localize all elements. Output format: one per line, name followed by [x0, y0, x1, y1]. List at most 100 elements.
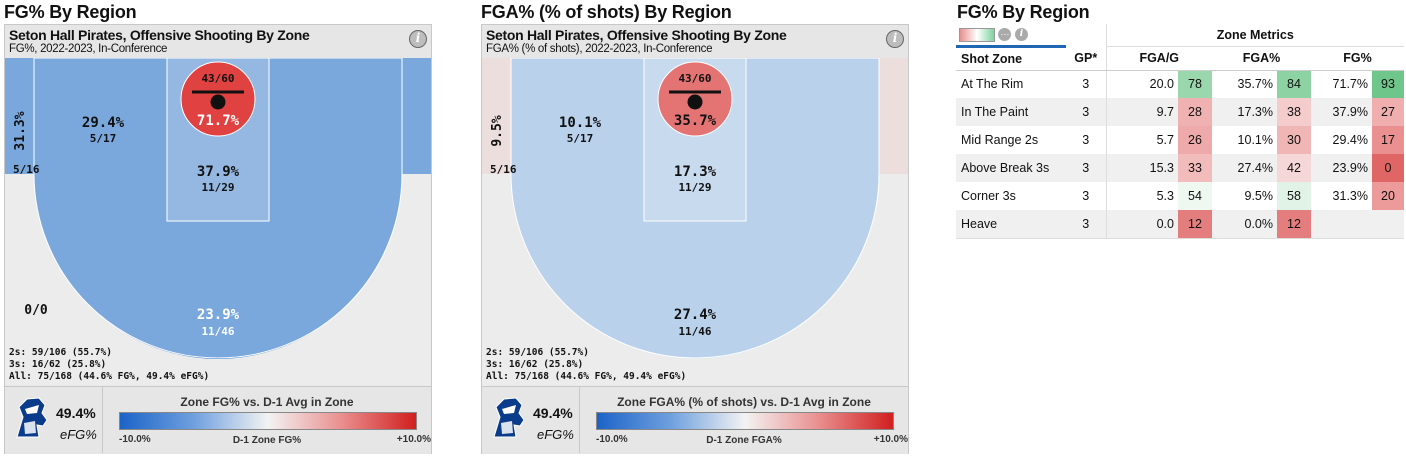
fg-pct-percentile: 17 [1372, 126, 1404, 154]
col-header-shot-zone[interactable]: Shot Zone [956, 44, 1066, 71]
summary-3s: 3s: 16/62 (25.8%) [9, 359, 106, 370]
fg-pct-percentile: 20 [1372, 182, 1404, 210]
fga-pct-percentile: 84 [1277, 70, 1311, 98]
summary-2s: 2s: 59/106 (55.7%) [486, 347, 589, 358]
gp-cell: 3 [1066, 182, 1106, 210]
col-header-gp[interactable]: GP* [1066, 46, 1106, 71]
paint-value: 17.3% [674, 164, 717, 180]
fga-g-percentile: 26 [1178, 126, 1212, 154]
above-break-3-value: 27.4% [674, 307, 717, 323]
panel-title: Seton Hall Pirates, Offensive Shooting B… [9, 27, 310, 43]
fga-pct-cell: 0.0% [1212, 210, 1277, 239]
panel-footer: 49.4% eFG% Zone FGA% (% of shots) vs. D-… [482, 386, 908, 454]
shot-zone-cell: Heave [956, 210, 1066, 239]
fga-g-percentile: 28 [1178, 98, 1212, 126]
table-controls: ⋯ i [956, 24, 1066, 46]
legend-max-label: +10.0% [873, 434, 908, 445]
info-icon[interactable]: i [886, 30, 904, 48]
fga-g-cell: 15.3 [1105, 154, 1178, 182]
fga-g-cell: 5.3 [1105, 182, 1178, 210]
corner-3-made-att: 5/16 [13, 163, 40, 176]
paint-made-att: 11/29 [678, 181, 711, 194]
paint-made-att: 11/29 [201, 181, 234, 194]
fga-pct-percentile: 38 [1277, 98, 1311, 126]
shot-zone-cell: Corner 3s [956, 182, 1066, 210]
fga-pct-cell: 9.5% [1212, 182, 1277, 210]
col-header-fg-pct[interactable]: FG% [1311, 46, 1404, 71]
gp-cell: 3 [1066, 98, 1106, 126]
color-scale-toggle-icon[interactable] [959, 27, 995, 42]
panel-header: Seton Hall Pirates, Offensive Shooting B… [482, 25, 908, 58]
more-options-icon[interactable]: ⋯ [998, 28, 1012, 42]
fga-pct-cell: 35.7% [1212, 70, 1277, 98]
above-break-3-made-att: 11/46 [678, 325, 711, 338]
fga-pct-percentile: 58 [1277, 182, 1311, 210]
summary-2s: 2s: 59/106 (55.7%) [9, 347, 112, 358]
rim-value: 35.7% [674, 113, 717, 129]
corner-3-right-zone [879, 58, 908, 174]
color-legend: Zone FGA% (% of shots) vs. D-1 Avg in Zo… [579, 387, 908, 453]
efg-label: eFG% [537, 427, 574, 442]
info-icon[interactable]: i [1014, 28, 1028, 42]
fga-g-cell: 20.0 [1105, 70, 1178, 98]
fga-pct-percentile: 12 [1277, 210, 1311, 239]
col-header-fga-g[interactable]: FGA/G [1105, 46, 1212, 71]
rim-made-att: 43/60 [678, 72, 711, 85]
rim-made-att: 43/60 [201, 72, 234, 85]
gp-cell: 3 [1066, 70, 1106, 98]
corner-3-right-zone [402, 58, 431, 174]
zone-metrics-header: Zone Metrics [1105, 24, 1404, 47]
shot-zone-cell: In The Paint [956, 98, 1066, 126]
panel-title: Seton Hall Pirates, Offensive Shooting B… [486, 27, 787, 43]
color-legend: Zone FG% vs. D-1 Avg in Zone -10.0% D-1 … [102, 387, 431, 453]
mid-range-value: 10.1% [559, 115, 602, 131]
corner-3-left-zone [5, 58, 34, 174]
legend-caption: D-1 Zone FG% [232, 435, 302, 446]
info-icon[interactable]: i [409, 30, 427, 48]
fga-pct-percentile: 30 [1277, 126, 1311, 154]
legend-gradient-bar [596, 412, 894, 430]
mid-range-value: 29.4% [82, 115, 125, 131]
legend-title: Zone FG% vs. D-1 Avg in Zone [180, 395, 354, 409]
fga-g-percentile: 78 [1178, 70, 1212, 98]
efg-value: 49.4% [56, 405, 96, 421]
fg-pct-cell: 23.9% [1311, 154, 1372, 182]
fg-pct-cell: 31.3% [1311, 182, 1372, 210]
panel-subtitle: FG%, 2022-2023, In-Conference [9, 43, 168, 55]
shot-chart-court: 43/60 71.7% 37.9% 11/29 29.4% 5/17 31.3%… [5, 58, 431, 386]
col-header-fga-pct[interactable]: FGA% [1212, 46, 1311, 71]
fga-g-percentile: 33 [1178, 154, 1212, 182]
legend-caption: D-1 Zone FGA% [706, 435, 782, 446]
legend-gradient-bar [119, 412, 417, 430]
section-title-fga: FGA% (% of shots) By Region [481, 2, 732, 22]
panel-header: Seton Hall Pirates, Offensive Shooting B… [5, 25, 431, 58]
paint-value: 37.9% [197, 164, 240, 180]
table-row: Heave 3 0.0 12 0.0% 12 [956, 210, 1404, 239]
fga-g-cell: 9.7 [1105, 98, 1178, 126]
fg-pct-percentile: 27 [1372, 98, 1404, 126]
table-row: In The Paint 3 9.7 28 17.3% 38 37.9% 27 [956, 98, 1404, 126]
efg-label: eFG% [60, 427, 97, 442]
fga-pct-cell: 27.4% [1212, 154, 1277, 182]
table-row: At The Rim 3 20.0 78 35.7% 84 71.7% 93 [956, 70, 1404, 98]
fga-pct-cell: 10.1% [1212, 126, 1277, 154]
fga-court-panel: Seton Hall Pirates, Offensive Shooting B… [481, 24, 909, 454]
fga-g-percentile: 54 [1178, 182, 1212, 210]
legend-min-label: -10.0% [596, 434, 628, 445]
corner-3-value: 31.3% [13, 111, 28, 150]
panel-subtitle: FGA% (% of shots), 2022-2023, In-Confere… [486, 43, 713, 55]
summary-3s: 3s: 16/62 (25.8%) [486, 359, 583, 370]
seton-hall-logo [16, 397, 48, 438]
section-title-table: FG% By Region [957, 2, 1090, 22]
zone-metrics-table: ⋯ i Zone Metrics Shot Zone GP* FGA/G FGA… [956, 24, 1404, 239]
fg-pct-cell [1311, 210, 1372, 239]
fg-pct-percentile: 0 [1372, 154, 1404, 182]
seton-hall-logo [493, 397, 525, 438]
fg-pct-percentile [1372, 210, 1404, 239]
mid-range-made-att: 5/17 [567, 132, 594, 145]
table-row: Mid Range 2s 3 5.7 26 10.1% 30 29.4% 17 [956, 126, 1404, 154]
fg-pct-cell: 29.4% [1311, 126, 1372, 154]
panel-footer: 49.4% eFG% Zone FG% vs. D-1 Avg in Zone … [5, 386, 431, 454]
gp-cell: 3 [1066, 154, 1106, 182]
above-break-3-value: 23.9% [197, 307, 240, 323]
